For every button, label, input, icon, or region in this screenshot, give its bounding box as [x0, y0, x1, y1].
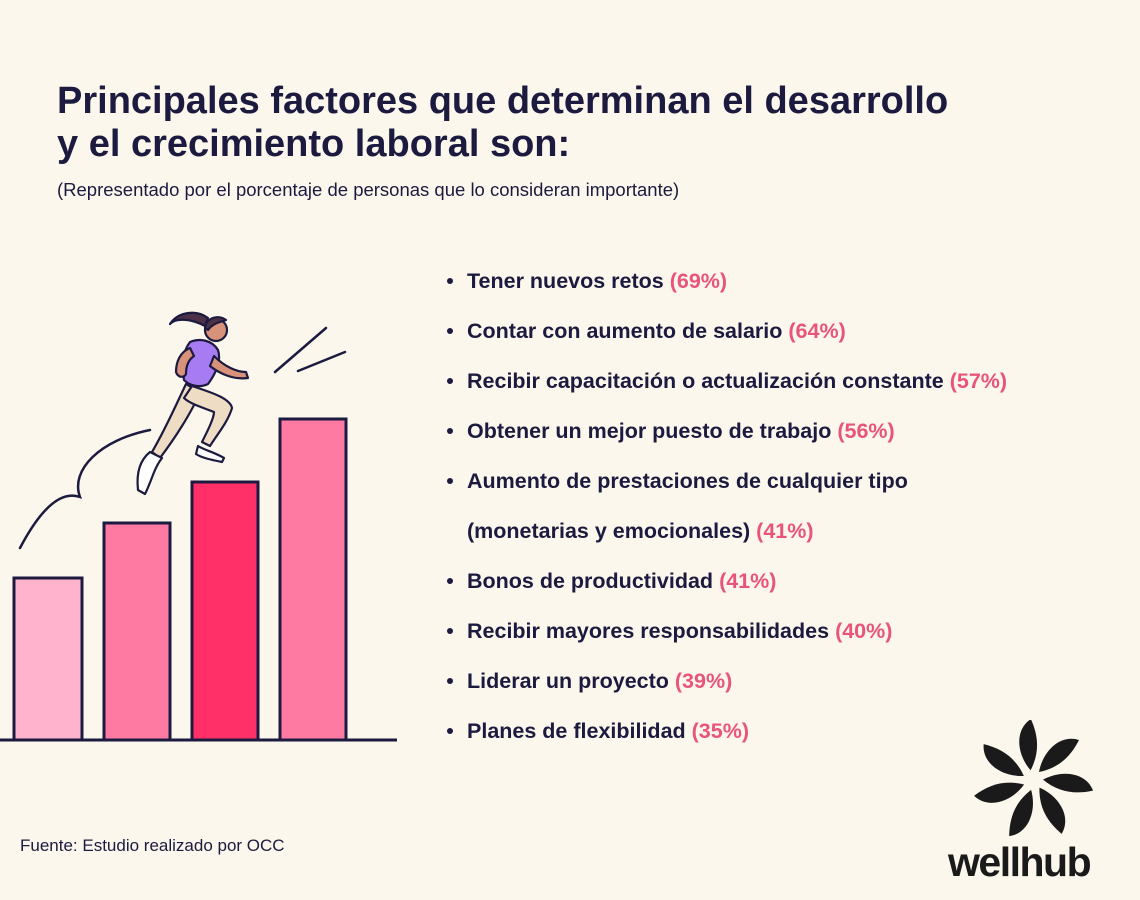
bar-step-4 [278, 417, 348, 742]
factor-label: Recibir mayores responsabilidades [467, 619, 830, 643]
speed-line [273, 326, 328, 374]
factor-item: Obtener un mejor puesto de trabajo (56%) [447, 406, 1127, 456]
factor-item: Planes de flexibilidad (35%) [447, 706, 1127, 756]
page-title: Principales factores que determinan el d… [57, 80, 949, 165]
source-note: Fuente: Estudio realizado por OCC [20, 836, 285, 855]
factor-percent: (41%) [719, 569, 777, 593]
factor-item: Recibir capacitación o actualización con… [447, 356, 1127, 406]
factor-item: Contar con aumento de salario (64%) [447, 306, 1127, 356]
factor-label: Bonos de productividad [467, 569, 714, 593]
brand-wordmark: wellhub [948, 839, 1092, 885]
bar-step-2 [102, 521, 172, 742]
factor-percent: (39%) [674, 669, 733, 693]
factor-percent: (41%) [756, 519, 814, 543]
wellhub-logo-icon [974, 720, 1094, 837]
factor-label: Obtener un mejor puesto de trabajo [467, 419, 832, 443]
factor-label: Planes de flexibilidad [467, 719, 686, 743]
factor-item: Tener nuevos retos (69%) [447, 256, 1127, 306]
runner-figure [136, 311, 250, 496]
factor-label: Aumento de prestaciones de cualquier tip… [467, 469, 908, 543]
factor-percent: (56%) [837, 419, 895, 443]
factor-percent: (35%) [691, 719, 749, 743]
factor-label: Liderar un proyecto [467, 669, 669, 693]
factor-item: Aumento de prestaciones de cualquier tip… [447, 456, 1007, 556]
bar-step-3 [190, 480, 260, 742]
factor-item: Bonos de productividad (41%) [447, 556, 1127, 606]
factor-percent: (64%) [788, 319, 846, 343]
factor-percent: (57%) [949, 369, 1008, 393]
factor-item: Liderar un proyecto (39%) [447, 656, 1127, 706]
factor-label: Recibir capacitación o actualización con… [467, 369, 944, 393]
factors-list: Tener nuevos retos (69%) Contar con aume… [447, 256, 1127, 756]
factor-percent: (69%) [669, 269, 728, 293]
running-woman-illustration [0, 311, 397, 742]
factor-percent: (40%) [835, 619, 893, 643]
factor-item: Recibir mayores responsabilidades (40%) [447, 606, 1127, 656]
factor-label: Contar con aumento de salario [467, 319, 783, 343]
bar-step-1 [12, 576, 84, 742]
motion-line [18, 428, 152, 550]
speed-line [296, 350, 347, 373]
page-subtitle: (Representado por el porcentaje de perso… [57, 179, 680, 200]
factor-label: Tener nuevos retos [467, 269, 664, 293]
